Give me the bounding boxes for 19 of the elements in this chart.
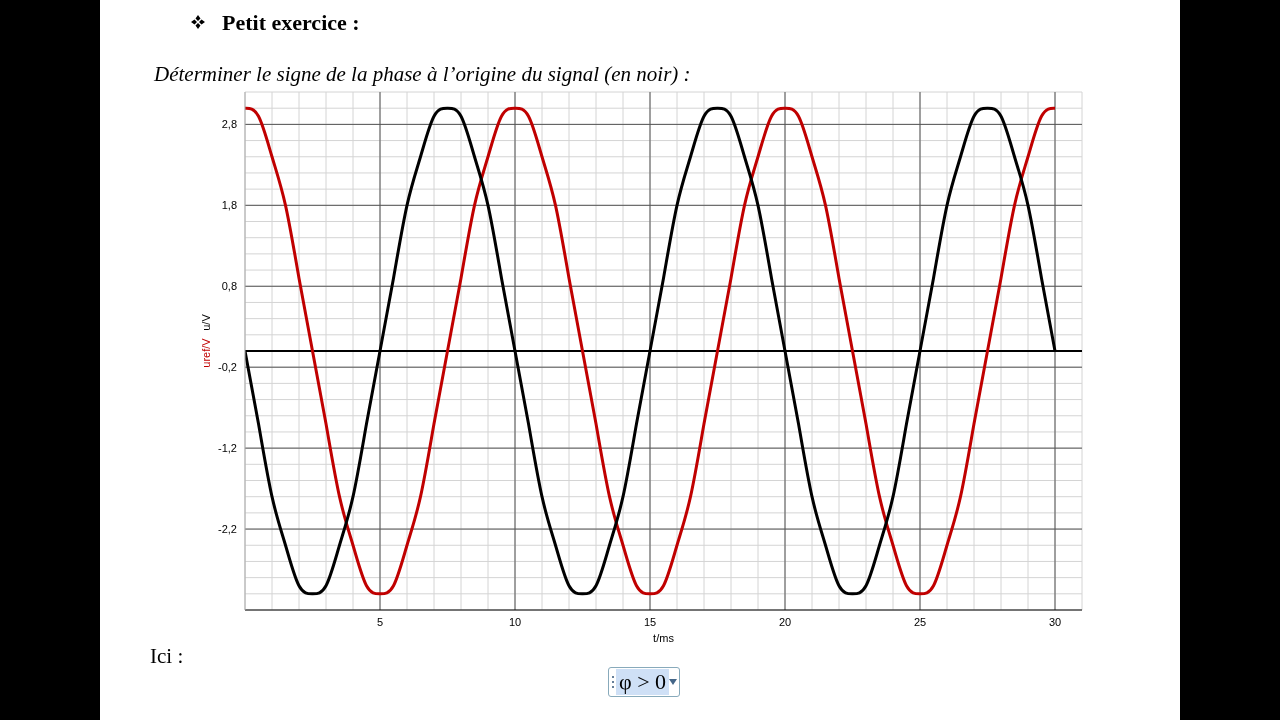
text: φ > 0: [616, 669, 670, 695]
x-tick-label: 10: [508, 615, 522, 628]
x-axis-title: t/ms: [653, 632, 675, 644]
y-tick-label: -2,2: [218, 522, 237, 535]
x-tick-label: 25: [913, 615, 927, 628]
y-tick-label: -0,2: [218, 361, 237, 374]
text: Ici :: [150, 644, 184, 669]
y-tick-label: 2,8: [221, 118, 237, 131]
y-axis-title: u/V: [200, 313, 212, 331]
y-tick-label: -1,2: [218, 442, 237, 455]
x-tick-label: 20: [778, 615, 792, 628]
y-tick-label: 0,8: [221, 280, 237, 293]
x-tick-label: 5: [376, 615, 384, 628]
y-tick-label: 1,8: [221, 199, 237, 212]
chart-subtitle: Déterminer le signe de la phase à l’origine du signal (en noir) :: [154, 62, 691, 87]
x-tick-label: 15: [643, 615, 657, 628]
chart-title: Petit exercice :: [222, 10, 360, 36]
x-tick-label: 30: [1048, 615, 1062, 628]
text: uref/V: [200, 337, 212, 368]
